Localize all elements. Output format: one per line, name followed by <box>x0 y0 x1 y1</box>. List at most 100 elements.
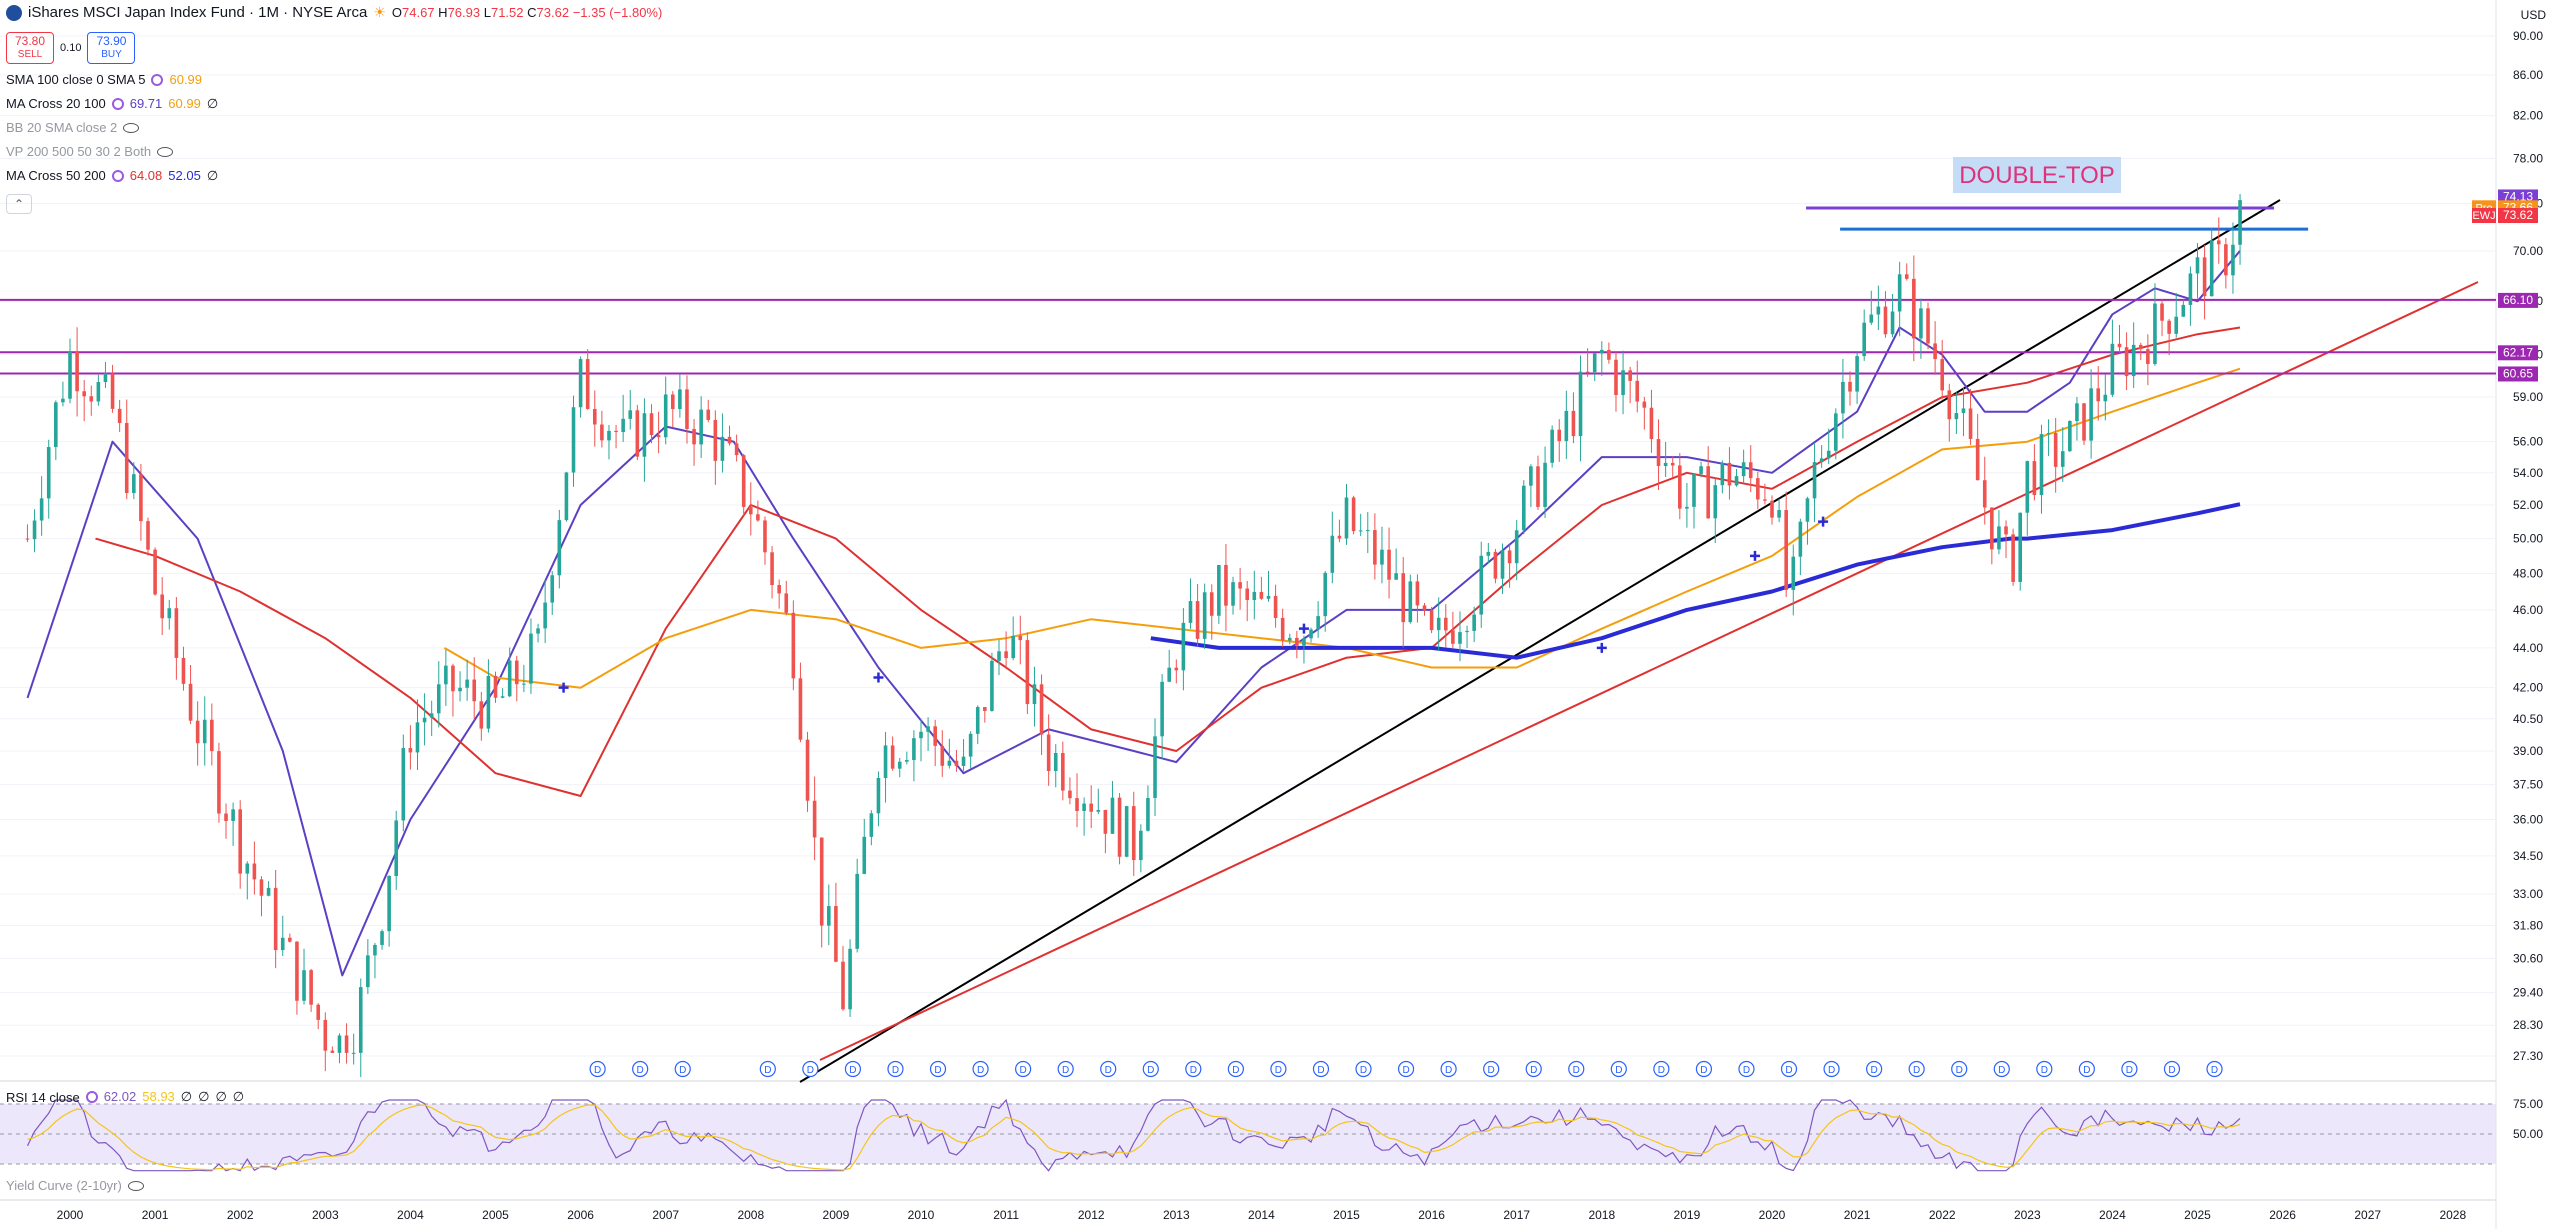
eye-icon[interactable] <box>127 1180 144 1191</box>
dividend-marker[interactable] <box>1866 1060 1883 1078</box>
rsi-label[interactable]: RSI 14 close <box>6 1089 80 1105</box>
sell-button[interactable]: 73.80 SELL <box>6 32 55 64</box>
candle-body <box>663 394 668 438</box>
indicator-row[interactable]: VP 200 500 50 30 2 Both <box>6 140 218 164</box>
dividend-marker[interactable] <box>1312 1060 1330 1078</box>
dividend-marker[interactable] <box>1015 1060 1032 1078</box>
collapse-legend-button[interactable]: ⌃ <box>6 194 32 214</box>
candle-body <box>678 389 682 410</box>
dividend-marker[interactable] <box>2206 1060 2223 1078</box>
ma-cross-marker[interactable] <box>1596 642 1607 653</box>
dividend-marker[interactable] <box>2036 1060 2053 1078</box>
dividend-marker[interactable] <box>1568 1060 1585 1078</box>
currency-label[interactable]: USD <box>2520 8 2546 22</box>
candle-body <box>1954 413 1959 420</box>
price-tag[interactable]: EWJ 73.62 <box>2472 208 2538 224</box>
dividend-marker[interactable] <box>1185 1060 1202 1078</box>
red-trendline[interactable] <box>819 281 2479 1061</box>
symbol-title[interactable]: iShares MSCI Japan Index Fund · 1M · NYS… <box>28 4 368 21</box>
dividend-marker[interactable] <box>972 1060 989 1078</box>
indicator-legend: SMA 100 close 0 SMA 5 60.99 MA Cross 20 10… <box>6 68 218 188</box>
candle-body <box>1443 617 1448 631</box>
candle-body <box>578 359 583 408</box>
indicator-row[interactable]: SMA 100 close 0 SMA 5 60.99 <box>6 68 218 92</box>
dividend-marker[interactable] <box>929 1060 947 1078</box>
dividend-marker[interactable] <box>1993 1060 2010 1078</box>
candle-body <box>451 665 455 692</box>
dividend-marker[interactable] <box>1057 1060 1074 1078</box>
ma-cross-marker[interactable] <box>1749 550 1760 561</box>
dividend-marker[interactable] <box>1653 1060 1670 1078</box>
series-line-ma-200[interactable] <box>1150 502 2241 660</box>
candle-body <box>2011 534 2015 582</box>
dividend-marker[interactable] <box>1695 1060 1713 1078</box>
candle-body <box>1805 498 1810 522</box>
dividend-marker[interactable] <box>589 1060 606 1078</box>
price-tag[interactable]: 62.17 <box>2498 345 2538 361</box>
candle-body <box>1990 507 1994 550</box>
yield-curve-legend: Yield Curve (2-10yr) <box>6 1178 144 1193</box>
candle-body <box>1791 556 1796 590</box>
dividend-marker[interactable] <box>1355 1060 1372 1078</box>
dividend-marker[interactable] <box>2078 1060 2095 1078</box>
candle-body <box>238 809 242 874</box>
candle-body <box>444 665 448 685</box>
indicator-row[interactable]: MA Cross 50 200 64.08 52.05 ∅ <box>6 164 218 188</box>
candle-body <box>1117 797 1122 857</box>
price-tag[interactable]: 60.65 <box>2498 366 2538 382</box>
settings-icon[interactable] <box>111 98 124 110</box>
dividend-marker[interactable] <box>1823 1060 1840 1078</box>
yield-curve-label[interactable]: Yield Curve (2-10yr) <box>6 1178 122 1193</box>
dividend-marker[interactable] <box>844 1060 862 1078</box>
dividend-marker[interactable] <box>1951 1060 1968 1078</box>
candle-body <box>1181 622 1186 671</box>
candle-body <box>1777 510 1781 518</box>
x-tick-label: 2017 <box>1503 1208 1530 1222</box>
price-tag-value: 74.13 <box>2503 189 2533 203</box>
low-value: 71.52 <box>490 5 524 20</box>
dividend-marker[interactable] <box>1270 1060 1287 1078</box>
candle-body <box>1380 549 1384 565</box>
double-top-annotation[interactable]: DOUBLE-TOP <box>1953 157 2121 193</box>
settings-icon[interactable] <box>85 1091 98 1103</box>
dividend-marker[interactable] <box>1483 1060 1500 1078</box>
dividend-marker[interactable] <box>2163 1060 2181 1078</box>
buy-button[interactable]: 73.90 BUY <box>87 32 136 64</box>
indicator-row[interactable]: MA Cross 20 100 69.71 60.99 ∅ <box>6 92 218 116</box>
rsi-signal-line[interactable] <box>27 1104 2241 1171</box>
candle-body <box>543 602 547 629</box>
dividend-marker[interactable] <box>802 1060 819 1078</box>
rsi-line[interactable] <box>26 1098 2241 1172</box>
candle-body <box>749 506 753 515</box>
dividend-marker[interactable] <box>632 1060 649 1078</box>
indicator-row[interactable]: BB 20 SMA close 2 <box>6 116 218 140</box>
eye-icon[interactable] <box>157 147 174 157</box>
dividend-marker[interactable] <box>1738 1060 1755 1078</box>
settings-icon[interactable] <box>151 74 164 86</box>
dividend-marker[interactable] <box>1525 1060 1542 1078</box>
ma-cross-marker[interactable] <box>558 682 569 693</box>
dividend-marker[interactable] <box>1227 1060 1244 1078</box>
dividend-marker[interactable] <box>2121 1060 2138 1078</box>
dividend-marker[interactable] <box>887 1060 904 1078</box>
candle-body <box>479 701 484 729</box>
dividend-marker[interactable] <box>674 1060 691 1078</box>
dividend-marker[interactable] <box>1397 1060 1415 1078</box>
ma-cross-marker[interactable] <box>873 672 884 683</box>
ma-cross-marker[interactable] <box>1298 623 1309 634</box>
price-tag[interactable]: 66.10 <box>2498 292 2538 308</box>
dividend-marker[interactable] <box>1610 1060 1627 1078</box>
dividend-marker[interactable] <box>1908 1060 1925 1078</box>
settings-icon[interactable] <box>111 170 124 182</box>
dividend-marker[interactable] <box>1780 1060 1798 1078</box>
dividend-marker[interactable] <box>1440 1060 1457 1078</box>
dividend-marker[interactable] <box>759 1060 776 1078</box>
candle-body <box>997 651 1001 661</box>
dividend-marker[interactable] <box>1142 1060 1159 1078</box>
series-line-ma-20[interactable] <box>26 250 2241 977</box>
eye-icon[interactable] <box>123 123 140 133</box>
dividend-marker[interactable] <box>1100 1060 1117 1078</box>
ma-cross-marker[interactable] <box>1818 516 1829 527</box>
black-trendline[interactable] <box>799 199 2281 1083</box>
